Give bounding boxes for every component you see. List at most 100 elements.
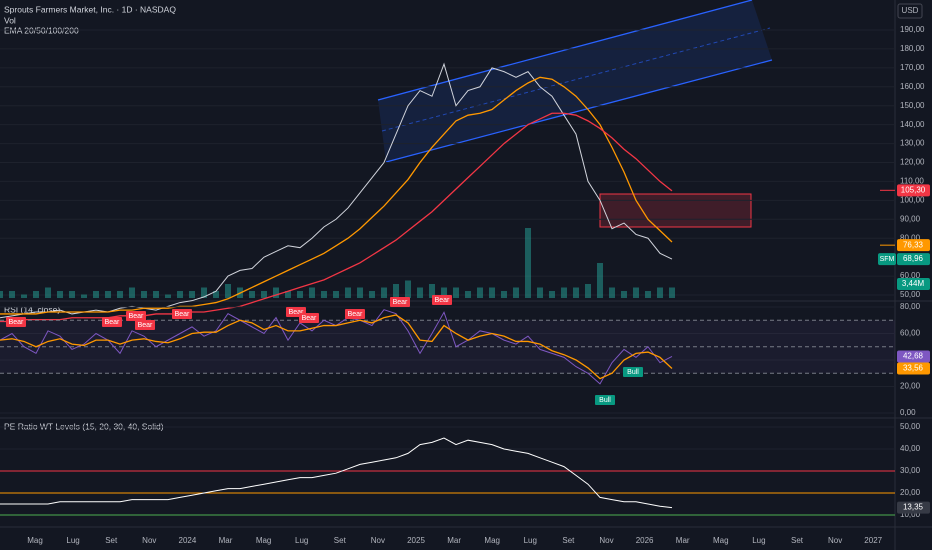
volume-bar	[429, 284, 435, 298]
volume-bar	[81, 294, 87, 298]
last-value: 42,68	[903, 352, 924, 361]
price-badge-bg	[897, 239, 930, 252]
volume-bar	[165, 294, 171, 298]
signal-bg	[345, 309, 365, 319]
volume-bar	[597, 263, 603, 298]
signal-label: Bear	[435, 297, 450, 304]
y-tick-label: 140,00	[900, 120, 925, 129]
y-tick-label: 130,00	[900, 139, 925, 148]
volume-bar	[9, 291, 15, 298]
volume-bar	[393, 284, 399, 298]
x-tick-label: Mag	[713, 536, 729, 545]
y-tick-label: 100,00	[900, 195, 925, 204]
volume-bar	[201, 287, 207, 298]
signal-label: Bear	[393, 299, 408, 306]
y-tick-label: 50,00	[900, 290, 921, 299]
x-tick-label: Set	[791, 536, 804, 545]
volume-bar	[513, 287, 519, 298]
price-badge: 68,96	[903, 254, 924, 263]
x-tick-label: Mag	[27, 536, 43, 545]
y-tick-label: 60,00	[900, 271, 921, 280]
volume-bar	[249, 291, 255, 298]
signal-label: Bear	[129, 313, 144, 320]
signal-label: Bull	[599, 397, 611, 404]
currency-button[interactable]	[897, 3, 923, 19]
volume-bar	[189, 291, 195, 298]
y-tick-label: 170,00	[900, 63, 925, 72]
x-tick-label: Nov	[828, 536, 842, 545]
volume-bar	[669, 287, 675, 298]
symbol-title: Sprouts Farmers Market, Inc. · 1D · NASD…	[4, 4, 176, 14]
y-tick-label: 80,00	[900, 302, 921, 311]
volume-bar	[273, 287, 279, 298]
price-badge-bg	[897, 253, 930, 266]
x-tick-label: Lug	[66, 536, 79, 545]
x-tick-label: 2024	[179, 536, 197, 545]
last-value-bg	[897, 350, 930, 363]
last-value: 13,35	[903, 503, 924, 512]
signal-label: Bear	[175, 311, 190, 318]
series-line	[0, 437, 673, 509]
price-badge: 76,33	[903, 240, 924, 249]
y-tick-label: 150,00	[900, 101, 925, 110]
x-tick-label: Mar	[447, 536, 461, 545]
volume-bar	[585, 284, 591, 298]
volume-bar	[153, 291, 159, 298]
zone-box	[599, 193, 752, 228]
y-tick-label: 80,00	[900, 233, 921, 242]
x-tick-label: Set	[562, 536, 575, 545]
volume-bar	[537, 287, 543, 298]
volume-bar	[321, 291, 327, 298]
signal-bg	[595, 395, 615, 405]
volume-bar	[33, 291, 39, 298]
currency: USD	[902, 6, 919, 15]
x-tick-label: Mag	[256, 536, 272, 545]
x-tick-label: 2025	[407, 536, 425, 545]
volume-bar	[573, 287, 579, 298]
x-tick-label: Mar	[219, 536, 233, 545]
y-tick-label: 50,00	[900, 422, 921, 431]
volume-bar	[129, 287, 135, 298]
x-tick-label: Mar	[676, 536, 690, 545]
x-tick-label: Set	[334, 536, 347, 545]
y-tick-label: 20,00	[900, 382, 921, 391]
x-tick-label: Nov	[371, 536, 385, 545]
x-tick-label: Lug	[295, 536, 308, 545]
signal-bg	[126, 311, 146, 321]
price-badge-bg	[897, 184, 930, 197]
y-tick-label: 180,00	[900, 44, 925, 53]
signal-label: Bear	[348, 311, 363, 318]
volume-bar	[525, 228, 531, 298]
y-tick-label: 90,00	[900, 214, 921, 223]
x-tick-label: Nov	[142, 536, 156, 545]
last-value: 33,56	[903, 364, 924, 373]
volume-bar	[405, 280, 411, 298]
volume-bar	[477, 287, 483, 298]
signal-bg	[432, 295, 452, 305]
volume-bar	[141, 291, 147, 298]
symbol-tag: SFM	[880, 256, 895, 263]
volume-bar	[549, 291, 555, 298]
signal-label: Bear	[105, 319, 120, 326]
signal-bg	[135, 320, 155, 330]
signal-bg	[102, 317, 122, 327]
volume-bar	[369, 291, 375, 298]
signal-label: Bear	[138, 322, 153, 329]
volume-bar	[381, 287, 387, 298]
volume-bar	[345, 287, 351, 298]
x-tick-label: Nov	[599, 536, 613, 545]
rsi-title: RSI (14, close)	[4, 304, 60, 314]
y-tick-label: 120,00	[900, 158, 925, 167]
y-tick-label: 10,00	[900, 510, 921, 519]
volume-bar	[657, 287, 663, 298]
last-value-bg	[897, 501, 930, 514]
signal-label: Bear	[302, 315, 317, 322]
volume-bar	[261, 291, 267, 298]
x-tick-label: Lug	[752, 536, 765, 545]
volume-bar	[45, 287, 51, 298]
volume-bar	[417, 287, 423, 298]
y-tick-label: 190,00	[900, 25, 925, 34]
volume-bar	[609, 287, 615, 298]
volume-bar	[333, 291, 339, 298]
